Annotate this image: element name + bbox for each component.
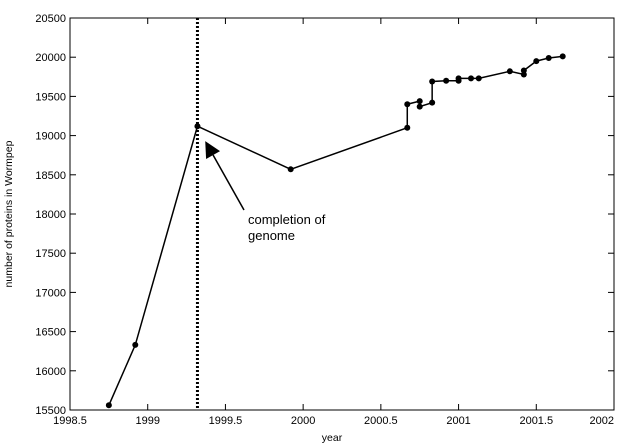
x-tick-label: 2001.5 — [519, 415, 553, 427]
y-tick-label: 17500 — [35, 248, 66, 260]
x-axis-label: year — [322, 432, 343, 444]
x-tick-label: 1998.5 — [53, 415, 87, 427]
x-tick-label: 2002 — [590, 415, 614, 427]
data-point — [475, 75, 482, 82]
annotation-text-line: completion of — [248, 212, 326, 227]
data-point — [429, 99, 436, 106]
y-tick-label: 19000 — [35, 131, 66, 143]
series-line — [108, 55, 563, 406]
data-point — [416, 98, 423, 105]
data-point — [132, 341, 139, 348]
y-tick-label: 20500 — [35, 13, 66, 25]
annotation-arrow-shaft — [212, 154, 245, 211]
x-tick-label: 2000.5 — [364, 415, 398, 427]
data-point — [545, 54, 552, 61]
x-tick-label: 2001 — [446, 415, 470, 427]
y-tick-label: 16000 — [35, 366, 66, 378]
y-tick-label: 15500 — [35, 405, 66, 417]
data-point — [404, 101, 411, 108]
data-point — [105, 402, 112, 409]
data-point — [429, 78, 436, 85]
data-point — [194, 123, 201, 130]
x-tick-label: 2000 — [291, 415, 315, 427]
plot-frame — [69, 17, 615, 411]
x-tick-label: 1999.5 — [209, 415, 243, 427]
data-point — [404, 124, 411, 131]
y-tick-label: 19500 — [35, 91, 66, 103]
annotation-arrow-head — [205, 141, 221, 159]
data-point — [287, 166, 294, 173]
y-tick-label: 20000 — [35, 52, 66, 64]
data-point — [559, 53, 566, 60]
annotation-text-line: genome — [248, 228, 295, 243]
data-point — [468, 75, 475, 82]
y-tick-label: 18000 — [35, 209, 66, 221]
y-tick-label: 16500 — [35, 327, 66, 339]
data-point — [533, 58, 540, 65]
data-point — [416, 103, 423, 110]
y-tick-label: 17000 — [35, 287, 66, 299]
data-point — [506, 68, 513, 75]
data-point — [443, 77, 450, 84]
y-axis-label: number of proteins in Wormpep — [3, 140, 15, 287]
x-tick-label: 1999 — [135, 415, 159, 427]
data-point — [520, 67, 527, 74]
data-point — [455, 75, 462, 82]
y-tick-label: 18500 — [35, 170, 66, 182]
